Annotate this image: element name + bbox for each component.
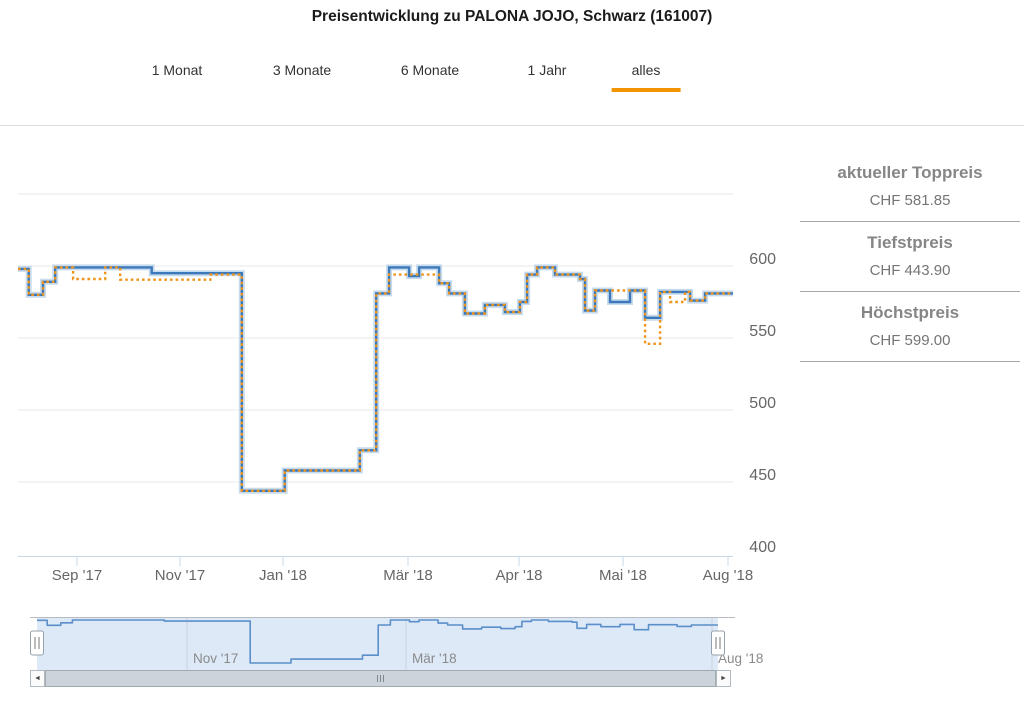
handle-body[interactable] [30, 630, 44, 656]
y-axis-label: 600 [749, 251, 776, 268]
y-axis-label: 500 [749, 395, 776, 412]
navigator-left-handle[interactable] [30, 630, 44, 656]
chart-navigator[interactable]: Nov '17 Mär '18 Aug '18 [0, 600, 790, 670]
stat-aktueller-toppreis: aktueller Toppreis CHF 581.85 [800, 152, 1020, 222]
navigator-right-handle[interactable] [711, 630, 725, 656]
scrollbar-left-button[interactable]: ◄ [30, 670, 45, 687]
scrollbar-thumb[interactable] [45, 670, 716, 687]
stat-label: Tiefstpreis [867, 233, 953, 252]
price-stats: aktueller Toppreis CHF 581.85 Tiefstprei… [800, 152, 1020, 362]
y-axis-label: 400 [749, 539, 776, 556]
stat-label: Höchstpreis [860, 303, 960, 322]
right-arrow-icon: ► [720, 675, 727, 682]
x-axis-label: Mär '18 [383, 567, 433, 584]
thumb-grip-icon [377, 675, 384, 682]
price-history-chart[interactable]: 600 550 500 450 400 Sep '17 Nov '17 Jan '18 Mär … [0, 130, 790, 590]
x-axis-label: Mai '18 [599, 567, 647, 584]
tab-1-jahr[interactable]: 1 Jahr [527, 62, 567, 78]
stat-label: aktueller Toppreis [837, 163, 983, 182]
x-axis-label: Apr '18 [495, 567, 542, 584]
x-axis-label: Aug '18 [703, 567, 753, 584]
y-axis-label: 550 [749, 323, 776, 340]
navigator-axis-label: Mär '18 [412, 651, 457, 666]
range-tabs: 1 Monat 3 Monate 6 Monate 1 Jahr alles [0, 58, 790, 94]
scrollbar-right-button[interactable]: ► [716, 670, 731, 687]
tab-3-monate[interactable]: 3 Monate [272, 62, 332, 78]
stat-value: CHF 443.90 [869, 262, 951, 279]
handle-body[interactable] [711, 630, 725, 656]
stat-value: CHF 581.85 [869, 192, 951, 209]
navigator-series [37, 619, 718, 664]
chart-scrollbar: ◄ ► [30, 670, 731, 687]
left-arrow-icon: ◄ [34, 675, 41, 682]
stat-tiefstpreis: Tiefstpreis CHF 443.90 [800, 222, 1020, 292]
y-axis-label: 450 [749, 467, 776, 484]
tab-6-monate[interactable]: 6 Monate [400, 62, 460, 78]
x-axis-label: Nov '17 [155, 567, 205, 584]
page-title: Preisentwicklung zu PALONA JOJO, Schwarz… [311, 8, 713, 25]
navigator-axis-label: Nov '17 [193, 651, 238, 666]
tab-alles[interactable]: alles [611, 58, 681, 92]
x-axis-label: Jan '18 [259, 567, 307, 584]
tab-1-monat[interactable]: 1 Monat [151, 62, 203, 78]
navigator-axis-label: Aug '18 [718, 651, 763, 666]
stat-hoechstpreis: Höchstpreis CHF 599.00 [800, 292, 1020, 362]
header-divider [0, 125, 1024, 126]
x-axis-label: Sep '17 [52, 567, 102, 584]
stat-value: CHF 599.00 [869, 332, 951, 349]
